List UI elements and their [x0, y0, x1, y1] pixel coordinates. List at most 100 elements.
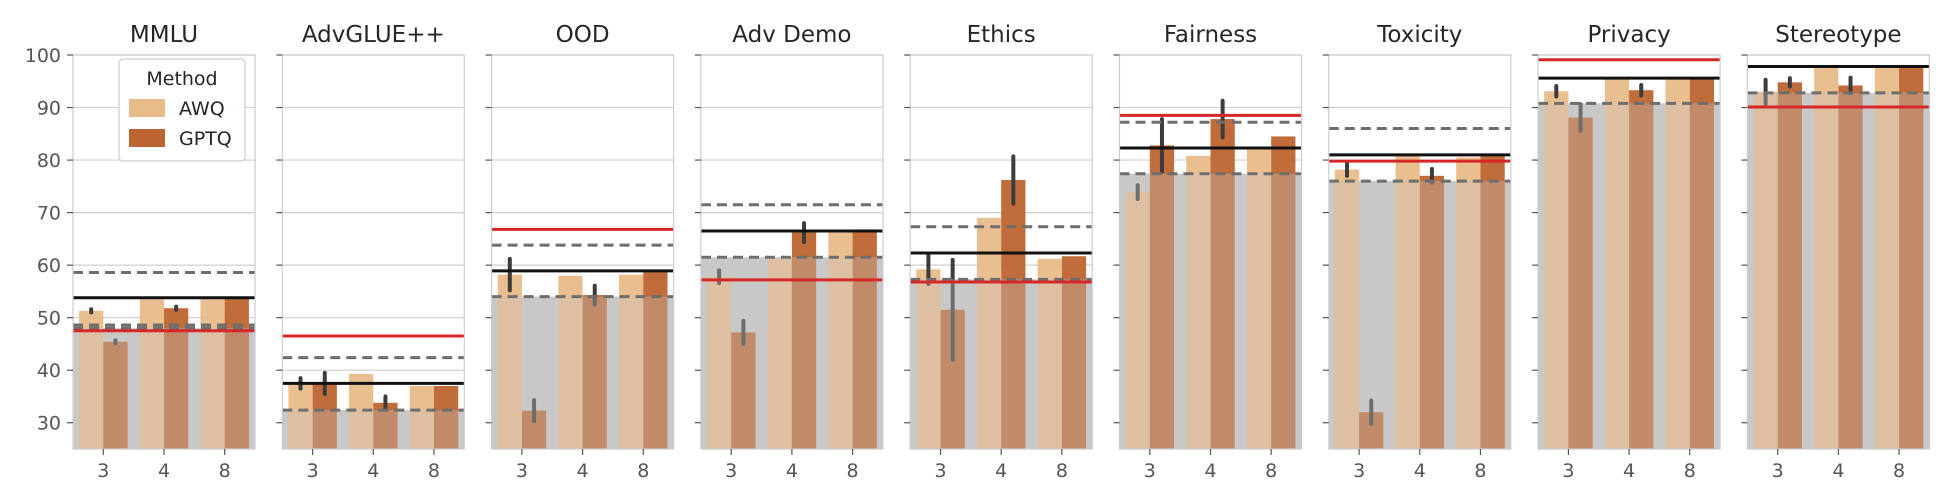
legend-label: GPTQ — [179, 128, 232, 150]
bar — [1814, 65, 1839, 450]
bar — [1629, 90, 1654, 450]
legend-swatch — [129, 129, 165, 147]
bar — [1838, 85, 1863, 449]
bar — [288, 383, 313, 449]
bar — [1456, 157, 1481, 449]
bar — [1001, 180, 1026, 449]
bar — [1604, 77, 1630, 450]
reference-band-overlay — [73, 328, 255, 449]
y-tick-label: 30 — [37, 413, 61, 435]
bar — [1665, 77, 1690, 450]
panels: 30 40 50 60 70 80 90 100 3 4 8 MMLU Method AWQ GPTQ 3 4 8… — [25, 22, 1931, 482]
y-tick-label: 50 — [37, 308, 61, 330]
reference-band-overlay — [1328, 181, 1511, 449]
bar — [1149, 145, 1175, 449]
bar — [1568, 117, 1593, 450]
x-tick-label: 3 — [934, 460, 946, 482]
x-tick-label: 3 — [1562, 460, 1574, 482]
legend-title: Method — [146, 68, 217, 90]
x-tick-label: 3 — [1144, 460, 1156, 482]
panel-1: 3 4 8 AdvGLUE++ — [276, 22, 465, 482]
y-tick-label: 80 — [37, 150, 61, 172]
bar — [433, 385, 459, 449]
panel-title: MMLU — [130, 22, 198, 48]
bar — [1777, 82, 1802, 450]
panel-title: Ethics — [967, 22, 1036, 48]
y-tick-label: 60 — [37, 255, 61, 277]
x-tick-label: 4 — [1623, 460, 1635, 482]
reference-band-overlay — [700, 257, 883, 449]
y-tick-label: 70 — [37, 203, 61, 225]
bar — [1334, 169, 1360, 450]
panel-title: OOD — [556, 22, 610, 48]
x-tick-label: 4 — [995, 460, 1007, 482]
panel-5: 3 4 8 Fairness — [1113, 22, 1303, 482]
panel-0: 30 40 50 60 70 80 90 100 3 4 8 MMLU Method AWQ GPTQ — [25, 22, 256, 482]
x-tick-label: 4 — [158, 460, 170, 482]
bar — [791, 232, 817, 449]
panel-title: Fairness — [1164, 22, 1257, 48]
reference-band-overlay — [910, 279, 1093, 449]
bar — [976, 217, 1002, 449]
panel-8: 3 4 8 Stereotype — [1741, 22, 1931, 482]
panel-title: Toxicity — [1376, 22, 1462, 48]
panel-3: 3 4 8 Adv Demo — [694, 22, 884, 482]
x-tick-label: 8 — [847, 460, 859, 482]
bar — [103, 341, 128, 449]
bar — [1125, 192, 1150, 449]
x-tick-label: 8 — [1474, 460, 1486, 482]
x-tick-label: 8 — [219, 460, 231, 482]
bar — [1544, 91, 1569, 450]
bar — [1753, 91, 1778, 450]
x-tick-label: 3 — [516, 460, 528, 482]
bar — [1874, 65, 1900, 450]
panel-6: 3 4 8 Toxicity — [1322, 22, 1512, 482]
x-tick-label: 8 — [428, 460, 440, 482]
bar — [409, 385, 434, 449]
reference-band-overlay — [1119, 173, 1302, 449]
x-tick-label: 3 — [307, 460, 319, 482]
x-tick-label: 8 — [1893, 460, 1905, 482]
bar — [1037, 258, 1062, 449]
bar — [828, 232, 853, 449]
x-tick-label: 4 — [1204, 460, 1216, 482]
panel-2: 3 4 8 OOD — [485, 22, 675, 482]
panel-4: 3 4 8 Ethics — [904, 22, 1093, 482]
x-tick-label: 3 — [97, 460, 109, 482]
x-tick-label: 3 — [1772, 460, 1784, 482]
bar — [1689, 78, 1715, 449]
reference-band-overlay — [491, 296, 674, 449]
x-tick-label: 8 — [1265, 460, 1277, 482]
bar — [1480, 155, 1505, 449]
bar — [582, 295, 607, 449]
x-tick-label: 8 — [1684, 460, 1696, 482]
panel-7: 3 4 8 Privacy — [1532, 22, 1721, 482]
x-tick-label: 4 — [1832, 460, 1844, 482]
panel-title: Stereotype — [1775, 22, 1901, 48]
bar — [916, 269, 941, 449]
bar — [1186, 155, 1211, 449]
x-tick-label: 8 — [637, 460, 649, 482]
bar — [706, 276, 732, 449]
y-tick-label: 90 — [37, 98, 61, 120]
x-tick-label: 4 — [1414, 460, 1426, 482]
bar — [1271, 136, 1296, 449]
y-tick-label: 40 — [37, 360, 61, 382]
panel-title: Adv Demo — [732, 22, 851, 48]
panel-title: AdvGLUE++ — [302, 22, 445, 48]
bar — [731, 332, 756, 449]
legend: Method AWQ GPTQ — [118, 58, 246, 162]
bar — [1899, 65, 1924, 450]
legend-swatch — [129, 99, 165, 117]
bar — [1061, 256, 1087, 449]
panel-title: Privacy — [1587, 22, 1670, 48]
bar — [1419, 175, 1445, 449]
x-tick-label: 3 — [725, 460, 737, 482]
x-tick-label: 8 — [1056, 460, 1068, 482]
reference-band-overlay — [1538, 103, 1721, 450]
bar — [767, 258, 792, 449]
bar — [1246, 148, 1272, 449]
bar — [643, 271, 668, 449]
bar — [558, 275, 583, 449]
